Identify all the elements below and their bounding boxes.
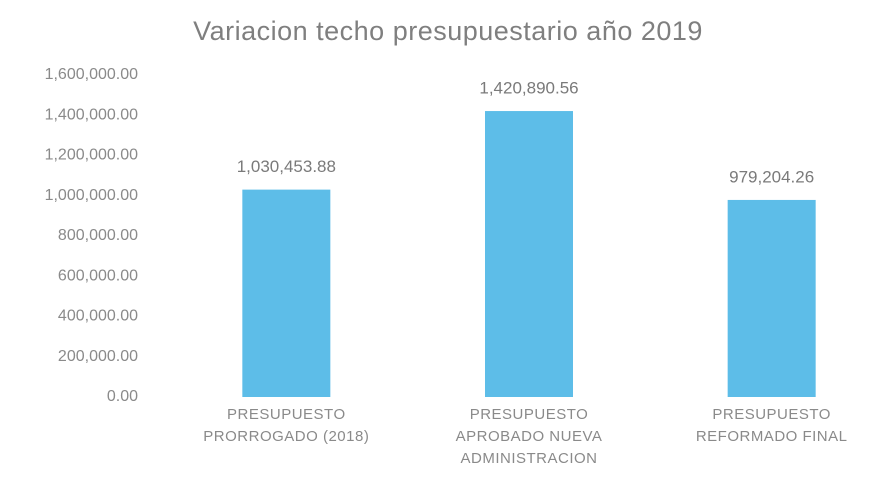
y-tick-label: 400,000.00: [58, 308, 138, 325]
x-tick-label: PRESUPUESTO REFORMADO FINAL: [695, 406, 848, 445]
bar: [242, 189, 331, 397]
y-tick-label: 0.00: [107, 388, 138, 405]
x-tick-label: PRESUPUESTO APROBADO NUEVA ADMINISTRACIO…: [455, 406, 603, 467]
data-label: 1,030,453.88: [237, 157, 336, 176]
y-tick-label: 1,000,000.00: [45, 187, 139, 204]
y-tick-label: 1,600,000.00: [45, 66, 139, 83]
y-tick-label: 600,000.00: [58, 267, 138, 284]
bar: [485, 111, 573, 397]
data-label: 1,420,890.56: [479, 79, 578, 98]
bar: [727, 199, 816, 397]
y-tick-label: 1,200,000.00: [45, 147, 139, 164]
x-tick-label: PRESUPUESTO PRORROGADO (2018): [203, 406, 370, 445]
y-tick-label: 200,000.00: [58, 348, 138, 365]
y-tick-label: 800,000.00: [58, 227, 138, 244]
chart-title: Variacion techo presupuestario año 2019: [193, 16, 703, 46]
y-tick-label: 1,400,000.00: [45, 106, 139, 123]
data-label: 979,204.26: [729, 167, 814, 186]
